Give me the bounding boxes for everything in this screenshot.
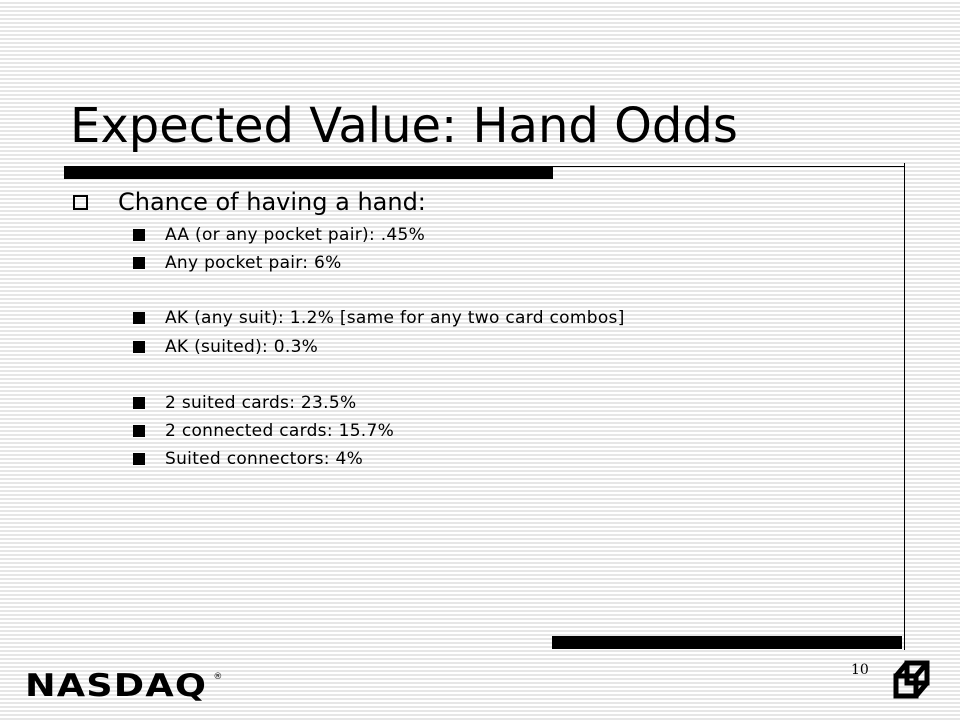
list-item: 2 suited cards: 23.5%	[133, 389, 356, 417]
registered-mark: ®	[213, 672, 223, 682]
frame-top-line	[553, 166, 904, 167]
bullet-heading-text: Chance of having a hand:	[118, 188, 426, 216]
square-bullet-icon	[133, 229, 145, 241]
list-item: Suited connectors: 4%	[133, 445, 363, 473]
hollow-square-bullet-icon	[73, 194, 88, 210]
bullet-heading: Chance of having a hand:	[73, 184, 426, 220]
list-item-text: AK (suited): 0.3%	[165, 337, 319, 357]
nasdaq-logo: NASDAQ ®	[25, 668, 222, 704]
list-item: 2 connected cards: 15.7%	[133, 417, 394, 445]
square-bullet-icon	[133, 312, 145, 324]
list-item-text: 2 connected cards: 15.7%	[165, 421, 395, 441]
list-item-text: Suited connectors: 4%	[165, 449, 364, 469]
square-bullet-icon	[133, 397, 145, 409]
list-item-text: AK (any suit): 1.2% [same for any two ca…	[165, 308, 625, 328]
list-item-text: Any pocket pair: 6%	[165, 253, 342, 273]
page-number: 10	[851, 662, 869, 678]
nasdaq-cube-icon	[893, 660, 930, 699]
logo-wordmark: NASDAQ	[25, 668, 208, 704]
square-bullet-icon	[133, 425, 145, 437]
list-item: AA (or any pocket pair): .45%	[133, 221, 425, 249]
slide-title: Expected Value: Hand Odds	[70, 98, 738, 154]
list-item: AK (suited): 0.3%	[133, 333, 318, 361]
frame-bottom-bar	[552, 636, 902, 649]
square-bullet-icon	[133, 453, 145, 465]
frame-right-line	[904, 163, 905, 650]
list-item-text: AA (or any pocket pair): .45%	[165, 225, 426, 245]
list-item: Any pocket pair: 6%	[133, 249, 342, 277]
square-bullet-icon	[133, 257, 145, 269]
square-bullet-icon	[133, 341, 145, 353]
list-item: AK (any suit): 1.2% [same for any two ca…	[133, 304, 625, 332]
list-item-text: 2 suited cards: 23.5%	[165, 393, 357, 413]
title-underline-bar	[64, 166, 553, 179]
